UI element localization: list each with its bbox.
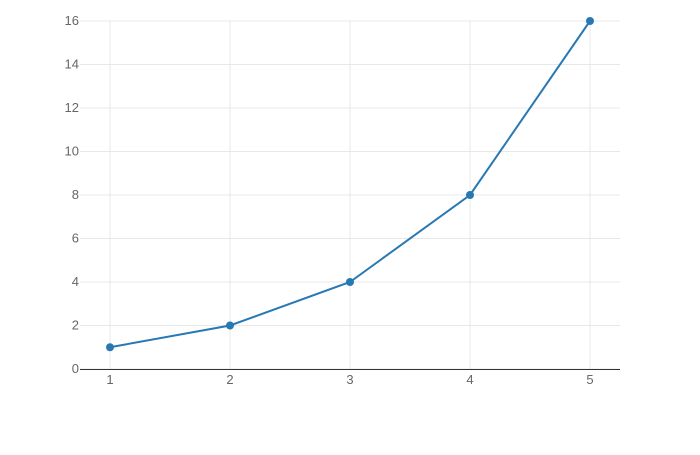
svg-text:10: 10	[65, 144, 79, 159]
svg-text:0: 0	[72, 361, 79, 376]
svg-text:12: 12	[65, 100, 79, 115]
svg-text:14: 14	[65, 57, 79, 72]
svg-text:2: 2	[72, 318, 79, 333]
svg-text:16: 16	[65, 13, 79, 28]
svg-text:8: 8	[72, 187, 79, 202]
svg-text:6: 6	[72, 231, 79, 246]
svg-text:3: 3	[346, 372, 353, 387]
svg-text:5: 5	[586, 372, 593, 387]
svg-text:2: 2	[226, 372, 233, 387]
svg-text:1: 1	[106, 372, 113, 387]
svg-text:4: 4	[466, 372, 473, 387]
svg-text:4: 4	[72, 274, 79, 289]
